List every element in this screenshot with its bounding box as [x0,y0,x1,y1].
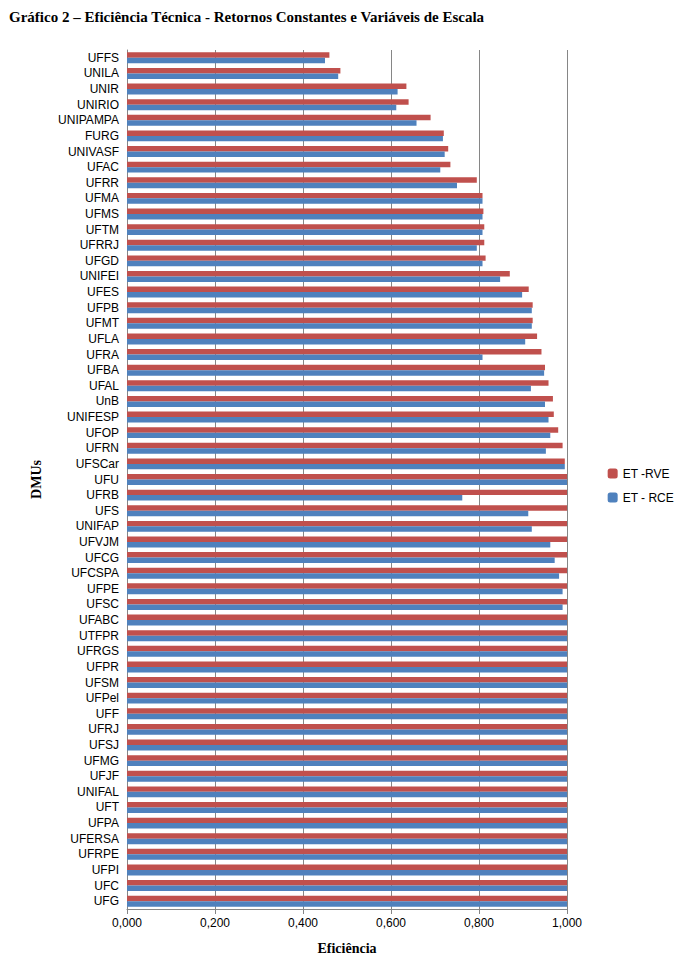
svg-text:UFMG: UFMG [84,754,119,768]
svg-text:UFAC: UFAC [87,160,119,174]
svg-text:UFSM: UFSM [85,676,119,690]
svg-text:UFPE: UFPE [87,582,119,596]
svg-text:Gráfico 2 – Eficiência Técnica: Gráfico 2 – Eficiência Técnica - Retorno… [9,9,485,25]
svg-text:UNIVASF: UNIVASF [68,145,119,159]
svg-text:0,800: 0,800 [464,916,494,930]
svg-text:UnB: UnB [96,394,119,408]
svg-text:UFF: UFF [96,707,119,721]
svg-text:UFJF: UFJF [90,769,119,783]
svg-text:UFRR: UFRR [86,176,120,190]
svg-text:UFPel: UFPel [86,691,119,705]
svg-text:UNIPAMPA: UNIPAMPA [58,113,119,127]
svg-text:UFRPE: UFRPE [78,847,119,861]
svg-text:UFSJ: UFSJ [89,738,119,752]
svg-text:UFAL: UFAL [89,379,119,393]
svg-text:UNIFESP: UNIFESP [67,410,119,424]
svg-text:DMUs: DMUs [29,460,44,499]
svg-text:UFG: UFG [94,894,119,908]
svg-text:UFT: UFT [96,800,120,814]
svg-text:UFFS: UFFS [88,51,119,65]
svg-text:UFPI: UFPI [92,863,119,877]
svg-text:UFMS: UFMS [85,207,119,221]
svg-text:UFMA: UFMA [85,191,119,205]
svg-text:UFPA: UFPA [88,816,119,830]
svg-text:UFS: UFS [95,504,119,518]
svg-text:0,600: 0,600 [376,916,406,930]
svg-text:UFCG: UFCG [85,551,119,565]
svg-text:UNIRIO: UNIRIO [77,98,119,112]
svg-text:UFABC: UFABC [79,613,119,627]
svg-text:ET -RVE: ET -RVE [623,467,670,481]
svg-text:UFRB: UFRB [86,488,119,502]
svg-text:UFVJM: UFVJM [79,535,119,549]
svg-text:UFBA: UFBA [87,363,119,377]
svg-text:UFSCar: UFSCar [76,457,119,471]
svg-text:UFRN: UFRN [86,441,119,455]
svg-text:UFLA: UFLA [88,332,119,346]
svg-text:UFPB: UFPB [87,301,119,315]
svg-text:0,400: 0,400 [288,916,318,930]
svg-text:UNIFAP: UNIFAP [76,519,119,533]
svg-text:UFGD: UFGD [85,254,119,268]
svg-text:UFSC: UFSC [86,597,119,611]
svg-text:FURG: FURG [85,129,119,143]
svg-text:UNIR: UNIR [90,82,120,96]
svg-text:UFTM: UFTM [86,223,119,237]
svg-text:UNIFAL: UNIFAL [77,785,119,799]
svg-text:UFRGS: UFRGS [77,644,119,658]
svg-text:UTFPR: UTFPR [79,629,119,643]
svg-text:UFRA: UFRA [86,348,119,362]
svg-text:UFCSPA: UFCSPA [71,566,119,580]
svg-text:UFMT: UFMT [86,316,120,330]
svg-text:UFOP: UFOP [86,426,119,440]
svg-text:UFC: UFC [94,879,119,893]
svg-text:UNILA: UNILA [84,66,119,80]
svg-text:UFU: UFU [94,473,119,487]
svg-text:UFERSA: UFERSA [70,832,119,846]
svg-text:ET - RCE: ET - RCE [623,491,674,505]
svg-text:UFRRJ: UFRRJ [80,238,119,252]
svg-text:0,000: 0,000 [112,916,142,930]
svg-text:Eficiência: Eficiência [317,941,376,956]
svg-text:UFRJ: UFRJ [88,722,119,736]
svg-text:UFES: UFES [87,285,119,299]
svg-text:0,200: 0,200 [200,916,230,930]
svg-text:1,000: 1,000 [552,916,582,930]
svg-text:UFPR: UFPR [86,660,119,674]
svg-text:UNIFEI: UNIFEI [80,269,119,283]
